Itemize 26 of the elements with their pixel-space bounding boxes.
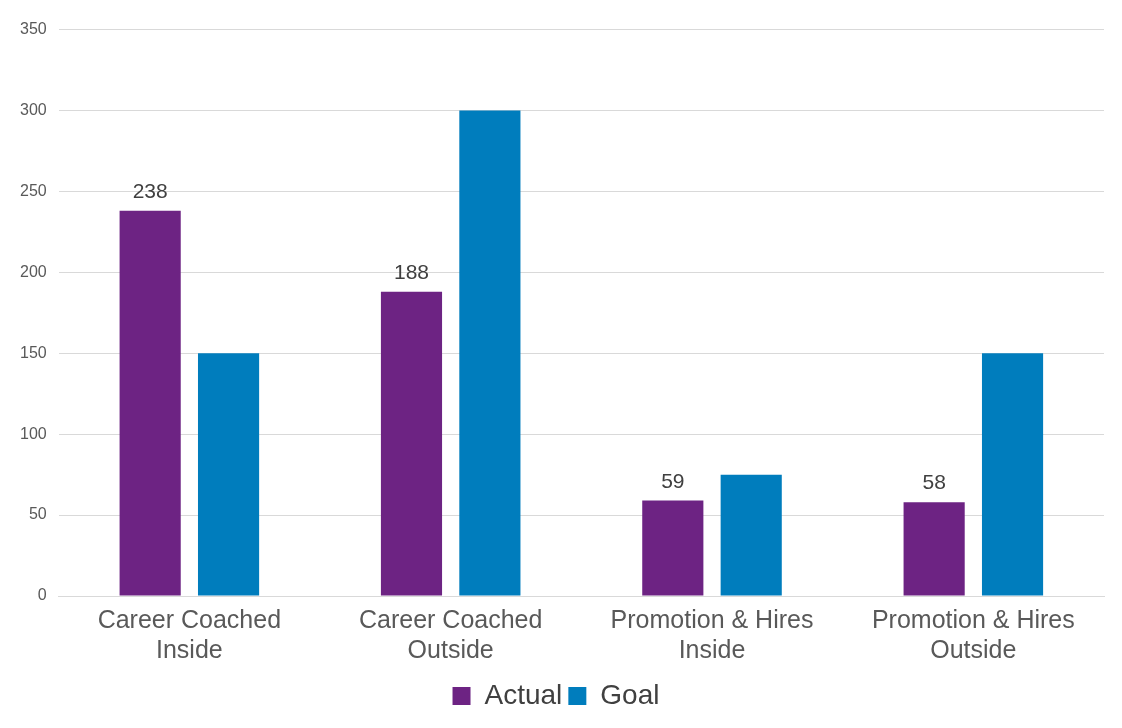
bar: [380, 291, 443, 596]
x-tick-label: Promotion & Hires Outside: [871, 604, 1075, 663]
legend-label: Actual: [484, 678, 563, 710]
bar: [981, 353, 1044, 596]
data-label: 188: [393, 260, 430, 284]
bar: [119, 210, 181, 596]
y-tick-label: 0: [37, 586, 47, 604]
data-label: 238: [132, 179, 168, 203]
y-tick-label: 100: [19, 424, 47, 442]
y-tick-label: 200: [19, 262, 47, 280]
y-tick-label: 350: [19, 20, 47, 38]
bar: [642, 500, 704, 596]
y-tick-label: 50: [28, 505, 47, 523]
y-tick-label: 300: [19, 100, 47, 118]
bar: [197, 353, 260, 596]
data-label: 59: [661, 468, 685, 492]
bar: [459, 110, 521, 596]
data-label: 58: [922, 470, 946, 494]
y-tick-label: 150: [19, 343, 47, 361]
bar: [903, 502, 965, 596]
x-tick-label: Career Coached Outside: [358, 604, 543, 663]
x-tick-label: Promotion & Hires Inside: [610, 604, 814, 663]
bar: [720, 474, 782, 596]
legend-label: Goal: [600, 678, 660, 710]
y-tick-label: 250: [19, 181, 47, 199]
x-tick-label: Career Coached Inside: [97, 604, 282, 663]
